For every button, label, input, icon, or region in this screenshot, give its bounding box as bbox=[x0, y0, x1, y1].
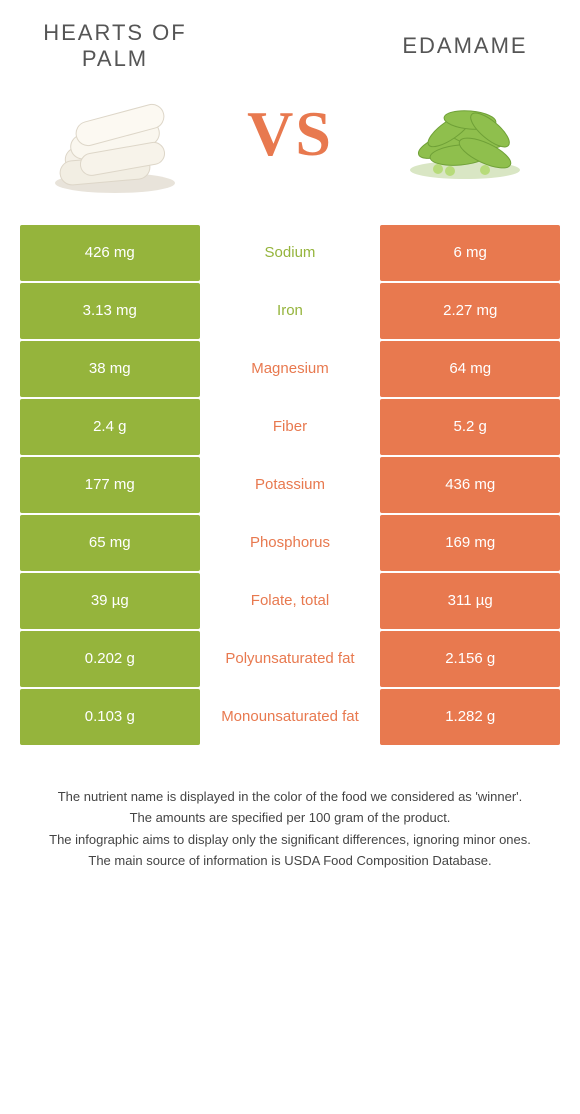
nutrient-label: Fiber bbox=[200, 399, 381, 455]
value-right: 64 mg bbox=[380, 341, 560, 397]
nutrient-label: Iron bbox=[200, 283, 381, 339]
food-left-title: HEARTS OF PALM bbox=[20, 20, 210, 73]
value-left: 39 µg bbox=[20, 573, 200, 629]
table-row: 2.4 gFiber5.2 g bbox=[20, 399, 560, 455]
value-left: 38 mg bbox=[20, 341, 200, 397]
table-row: 0.103 gMonounsaturated fat1.282 g bbox=[20, 689, 560, 745]
header: HEARTS OF PALM VS EDAMAME bbox=[0, 0, 580, 208]
food-left-image bbox=[40, 88, 190, 198]
value-left: 3.13 mg bbox=[20, 283, 200, 339]
nutrient-label: Polyunsaturated fat bbox=[200, 631, 381, 687]
footnote-line: The infographic aims to display only the… bbox=[20, 830, 560, 850]
footnote-line: The amounts are specified per 100 gram o… bbox=[20, 808, 560, 828]
table-row: 38 mgMagnesium64 mg bbox=[20, 341, 560, 397]
table-row: 426 mgSodium6 mg bbox=[20, 225, 560, 281]
food-right-image bbox=[390, 75, 540, 185]
value-right: 6 mg bbox=[380, 225, 560, 281]
nutrient-label: Folate, total bbox=[200, 573, 381, 629]
nutrient-label: Sodium bbox=[200, 225, 381, 281]
value-right: 5.2 g bbox=[380, 399, 560, 455]
value-right: 2.156 g bbox=[380, 631, 560, 687]
nutrient-label: Monounsaturated fat bbox=[200, 689, 381, 745]
vs-label: VS bbox=[247, 97, 333, 171]
value-left: 0.202 g bbox=[20, 631, 200, 687]
table-row: 0.202 gPolyunsaturated fat2.156 g bbox=[20, 631, 560, 687]
value-left: 177 mg bbox=[20, 457, 200, 513]
table-row: 177 mgPotassium436 mg bbox=[20, 457, 560, 513]
footnotes: The nutrient name is displayed in the co… bbox=[20, 787, 560, 871]
value-left: 2.4 g bbox=[20, 399, 200, 455]
nutrient-label: Phosphorus bbox=[200, 515, 381, 571]
value-right: 311 µg bbox=[380, 573, 560, 629]
food-right-column: EDAMAME bbox=[370, 33, 560, 184]
footnote-line: The main source of information is USDA F… bbox=[20, 851, 560, 871]
value-left: 0.103 g bbox=[20, 689, 200, 745]
value-right: 1.282 g bbox=[380, 689, 560, 745]
footnote-line: The nutrient name is displayed in the co… bbox=[20, 787, 560, 807]
table-row: 65 mgPhosphorus169 mg bbox=[20, 515, 560, 571]
value-left: 426 mg bbox=[20, 225, 200, 281]
table-row: 3.13 mgIron2.27 mg bbox=[20, 283, 560, 339]
table-row: 39 µgFolate, total311 µg bbox=[20, 573, 560, 629]
value-right: 436 mg bbox=[380, 457, 560, 513]
value-right: 2.27 mg bbox=[380, 283, 560, 339]
food-left-column: HEARTS OF PALM bbox=[20, 20, 210, 198]
food-right-title: EDAMAME bbox=[370, 33, 560, 59]
value-left: 65 mg bbox=[20, 515, 200, 571]
nutrient-label: Magnesium bbox=[200, 341, 381, 397]
nutrient-label: Potassium bbox=[200, 457, 381, 513]
value-right: 169 mg bbox=[380, 515, 560, 571]
nutrient-table: 426 mgSodium6 mg3.13 mgIron2.27 mg38 mgM… bbox=[20, 223, 560, 747]
